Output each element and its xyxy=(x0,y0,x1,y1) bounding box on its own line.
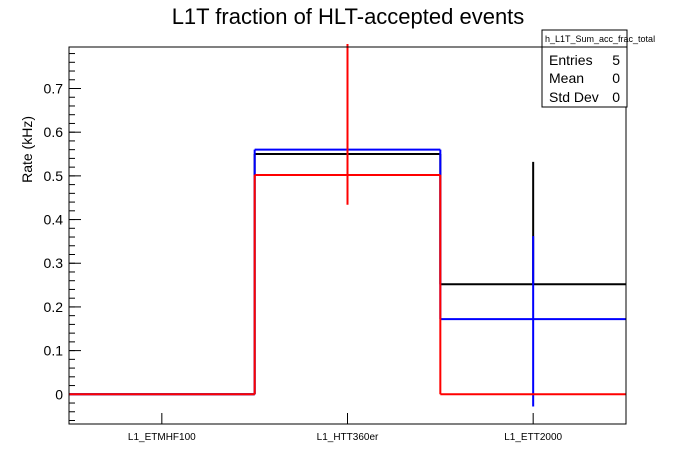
x-axis: L1_ETMHF100 L1_HTT360er L1_ETT2000 xyxy=(128,413,563,443)
stats-mean-value: 0 xyxy=(612,70,620,86)
series-2 xyxy=(69,43,626,396)
y-tick-label: 0.6 xyxy=(44,124,64,140)
y-tick-label: 0.5 xyxy=(44,168,64,184)
x-tick-label: L1_HTT360er xyxy=(317,432,379,443)
y-tick-label: 0.2 xyxy=(44,299,64,315)
chart-title: L1T fraction of HLT-accepted events xyxy=(172,4,525,29)
stats-stddev-value: 0 xyxy=(612,89,620,105)
stats-stddev-label: Std Dev xyxy=(549,89,599,105)
stats-entries-label: Entries xyxy=(549,52,593,68)
stats-box: h_L1T_Sum_acc_frac_total Entries 5 Mean … xyxy=(541,29,655,108)
stats-mean-label: Mean xyxy=(549,70,584,86)
x-tick-label: L1_ETMHF100 xyxy=(128,432,196,443)
y-axis: 0 0.1 0.2 0.3 0.4 0.5 0.6 0.7 xyxy=(44,53,81,422)
x-tick-label: L1_ETT2000 xyxy=(504,432,562,443)
y-tick-label: 0.3 xyxy=(44,255,64,271)
y-tick-label: 0.7 xyxy=(44,81,64,97)
plot-frame xyxy=(68,46,627,425)
y-tick-label: 0.1 xyxy=(44,343,64,359)
stats-entries-value: 5 xyxy=(612,52,620,68)
stats-box-title: h_L1T_Sum_acc_frac_total xyxy=(545,34,655,44)
y-tick-label: 0 xyxy=(55,386,63,402)
plot-series xyxy=(69,43,626,407)
y-axis-label: Rate (kHz) xyxy=(19,116,35,183)
y-tick-label: 0.4 xyxy=(44,212,64,228)
